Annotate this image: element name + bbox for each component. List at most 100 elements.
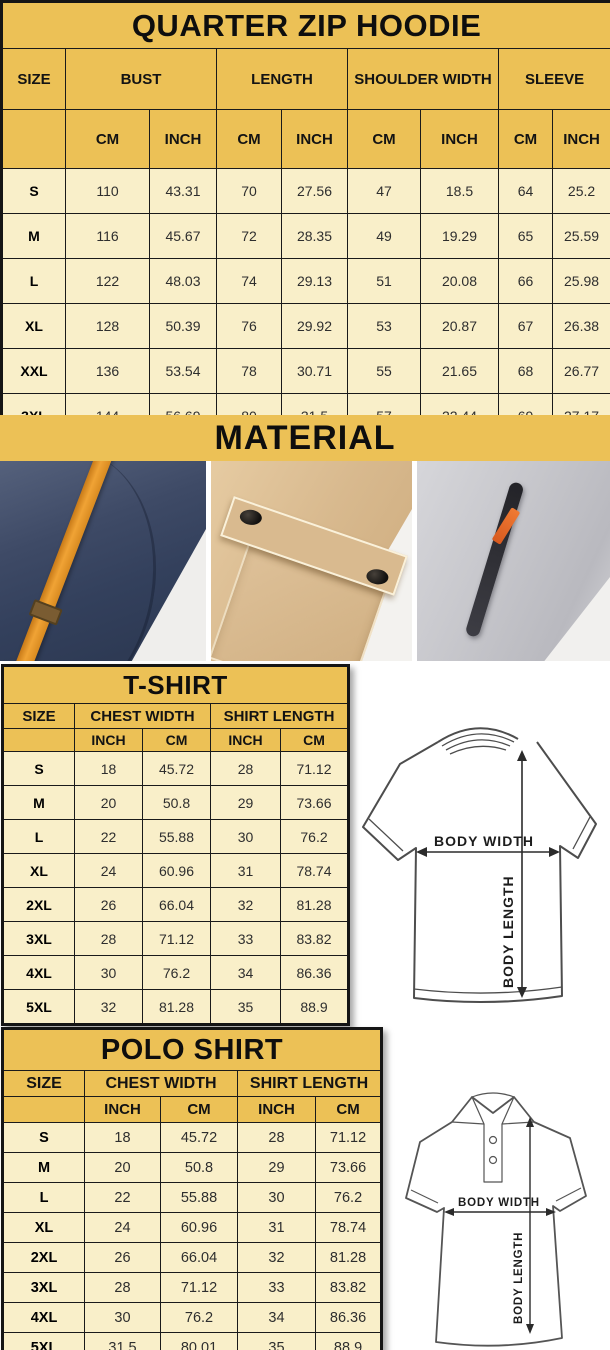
value-cell: 18.5 xyxy=(420,168,499,214)
col-header-chest-width: CHEST WIDTH xyxy=(74,703,211,729)
table-row: XXL 136 53.54 78 30.71 55 21.65 68 26.77 xyxy=(1,348,610,394)
value-cell: 88.9 xyxy=(280,989,349,1025)
value-cell: 71.12 xyxy=(142,921,211,956)
value-cell: 35 xyxy=(210,989,281,1025)
value-cell: 74 xyxy=(216,258,282,304)
value-cell: 78 xyxy=(216,348,282,394)
value-cell: 33 xyxy=(237,1272,316,1303)
value-cell: 28 xyxy=(210,751,281,786)
col-header-length: LENGTH xyxy=(216,48,348,110)
tshirt-table-title: T-SHIRT xyxy=(2,665,349,704)
value-cell: 20.08 xyxy=(420,258,499,304)
value-cell: 49 xyxy=(347,213,421,259)
table-row: 4XL 30 76.2 34 86.36 xyxy=(2,955,349,990)
zipper-strip xyxy=(464,480,525,639)
value-cell: 76 xyxy=(216,303,282,349)
value-cell: 86.36 xyxy=(280,955,349,990)
unit-header: CM xyxy=(347,109,421,169)
value-cell: 26.38 xyxy=(551,303,610,349)
empty-cell xyxy=(1,109,66,169)
value-cell: 30.71 xyxy=(281,348,348,394)
value-cell: 31.5 xyxy=(84,1332,161,1350)
value-cell: 64 xyxy=(498,168,553,214)
value-cell: 28 xyxy=(237,1122,316,1153)
value-cell: 80.01 xyxy=(160,1332,238,1350)
size-cell: XL xyxy=(2,1212,85,1243)
polo-diagram: BODY WIDTH BODY LENGTH xyxy=(405,1092,587,1347)
value-cell: 136 xyxy=(65,348,150,394)
unit-header: CM xyxy=(65,109,150,169)
value-cell: 55.88 xyxy=(142,819,211,854)
value-cell: 28.35 xyxy=(281,213,348,259)
col-header-shirt-length: SHIRT LENGTH xyxy=(210,703,349,729)
table-row: L 22 55.88 30 76.2 xyxy=(2,1182,383,1213)
body-width-label: BODY WIDTH xyxy=(434,833,534,849)
size-cell: XL xyxy=(2,853,75,888)
value-cell: 21.65 xyxy=(420,348,499,394)
value-cell: 83.82 xyxy=(314,1272,383,1303)
material-photo-khaki-pocket xyxy=(211,461,412,661)
value-cell: 60.96 xyxy=(160,1212,238,1243)
value-cell: 73.66 xyxy=(280,785,349,820)
tshirt-size-table: T-SHIRT SIZE CHEST WIDTH SHIRT LENGTH IN… xyxy=(1,664,350,1026)
value-cell: 81.28 xyxy=(280,887,349,922)
value-cell: 22 xyxy=(84,1182,161,1213)
table-row: 5XL 32 81.28 35 88.9 xyxy=(2,989,349,1025)
snap-button xyxy=(239,508,263,527)
tshirt-outline xyxy=(362,727,597,1004)
table-row: INCH CM INCH CM xyxy=(2,1096,383,1123)
size-cell: S xyxy=(2,751,75,786)
value-cell: 81.28 xyxy=(314,1242,383,1273)
polo-outline xyxy=(405,1092,587,1347)
value-cell: 76.2 xyxy=(142,955,211,990)
value-cell: 29 xyxy=(237,1152,316,1183)
unit-header: INCH xyxy=(551,109,610,169)
value-cell: 34 xyxy=(237,1302,316,1333)
body-width-arrow xyxy=(444,1208,556,1216)
table-row: SIZE BUST LENGTH SHOULDER WIDTH SLEEVE xyxy=(1,48,610,110)
value-cell: 76.2 xyxy=(160,1302,238,1333)
value-cell: 32 xyxy=(210,887,281,922)
size-cell: L xyxy=(2,1182,85,1213)
unit-header: INCH xyxy=(210,728,281,752)
unit-header: INCH xyxy=(420,109,499,169)
value-cell: 26 xyxy=(74,887,143,922)
value-cell: 31 xyxy=(210,853,281,888)
body-length-arrow xyxy=(517,750,527,998)
value-cell: 122 xyxy=(65,258,150,304)
size-cell: 2XL xyxy=(2,1242,85,1273)
size-cell: 4XL xyxy=(2,955,75,990)
value-cell: 50.8 xyxy=(160,1152,238,1183)
size-cell: L xyxy=(1,258,66,304)
value-cell: 55 xyxy=(347,348,421,394)
size-cell: 2XL xyxy=(2,887,75,922)
value-cell: 45.72 xyxy=(142,751,211,786)
col-header-sleeve: SLEEVE xyxy=(497,48,610,110)
table-row: INCH CM INCH CM xyxy=(2,728,349,752)
value-cell: 88.9 xyxy=(314,1332,383,1350)
table-row: QUARTER ZIP HOODIE xyxy=(0,1,610,49)
value-cell: 26.77 xyxy=(551,348,610,394)
table-row: 2XL 26 66.04 32 81.28 xyxy=(2,1242,383,1273)
value-cell: 20.87 xyxy=(420,303,499,349)
value-cell: 66 xyxy=(498,258,553,304)
table-row: 3XL 28 71.12 33 83.82 xyxy=(2,921,349,956)
value-cell: 31 xyxy=(237,1212,316,1243)
value-cell: 67 xyxy=(498,303,553,349)
col-header-size: SIZE xyxy=(2,1070,85,1097)
value-cell: 25.2 xyxy=(551,168,610,214)
value-cell: 53.54 xyxy=(149,348,217,394)
value-cell: 30 xyxy=(210,819,281,854)
unit-header: INCH xyxy=(74,728,143,752)
unit-header: CM xyxy=(314,1096,383,1123)
table-row: M 20 50.8 29 73.66 xyxy=(2,1152,383,1183)
table-row: XL 24 60.96 31 78.74 xyxy=(2,853,349,888)
size-cell: XL xyxy=(1,303,66,349)
value-cell: 48.03 xyxy=(149,258,217,304)
table-row: 3XL 28 71.12 33 83.82 xyxy=(2,1272,383,1303)
unit-header: CM xyxy=(498,109,553,169)
col-header-bust: BUST xyxy=(65,48,217,110)
value-cell: 28 xyxy=(84,1272,161,1303)
tshirt-diagram: BODY WIDTH BODY LENGTH xyxy=(362,727,597,1004)
